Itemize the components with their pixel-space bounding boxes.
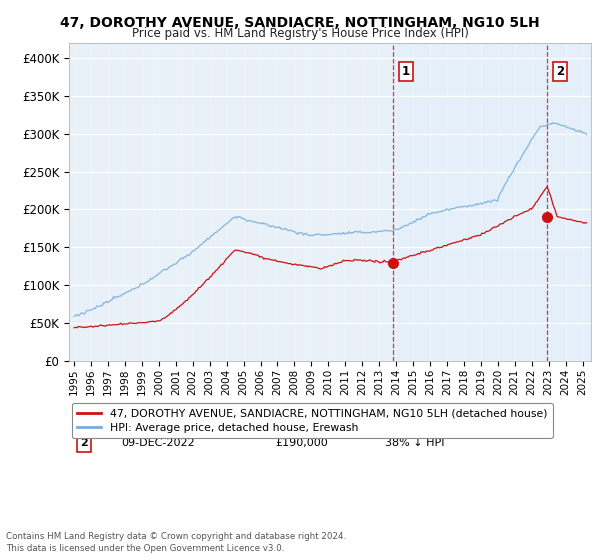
Text: 09-DEC-2022: 09-DEC-2022 [121, 438, 195, 449]
Legend: 47, DOROTHY AVENUE, SANDIACRE, NOTTINGHAM, NG10 5LH (detached house), HPI: Avera: 47, DOROTHY AVENUE, SANDIACRE, NOTTINGHA… [72, 403, 553, 438]
Text: £129,000: £129,000 [275, 422, 328, 432]
Text: 2: 2 [556, 65, 564, 78]
Text: 38% ↓ HPI: 38% ↓ HPI [385, 438, 445, 449]
Text: 47, DOROTHY AVENUE, SANDIACRE, NOTTINGHAM, NG10 5LH: 47, DOROTHY AVENUE, SANDIACRE, NOTTINGHA… [60, 16, 540, 30]
Text: 05-NOV-2013: 05-NOV-2013 [121, 422, 195, 432]
Text: £190,000: £190,000 [275, 438, 328, 449]
Bar [394, 43, 591, 361]
Text: 1: 1 [402, 65, 410, 78]
Text: 1: 1 [80, 422, 88, 432]
Text: Contains HM Land Registry data © Crown copyright and database right 2024.
This d: Contains HM Land Registry data © Crown c… [6, 533, 346, 553]
Text: 2: 2 [80, 438, 88, 449]
Text: Price paid vs. HM Land Registry's House Price Index (HPI): Price paid vs. HM Land Registry's House … [131, 27, 469, 40]
Text: 25% ↓ HPI: 25% ↓ HPI [385, 422, 445, 432]
